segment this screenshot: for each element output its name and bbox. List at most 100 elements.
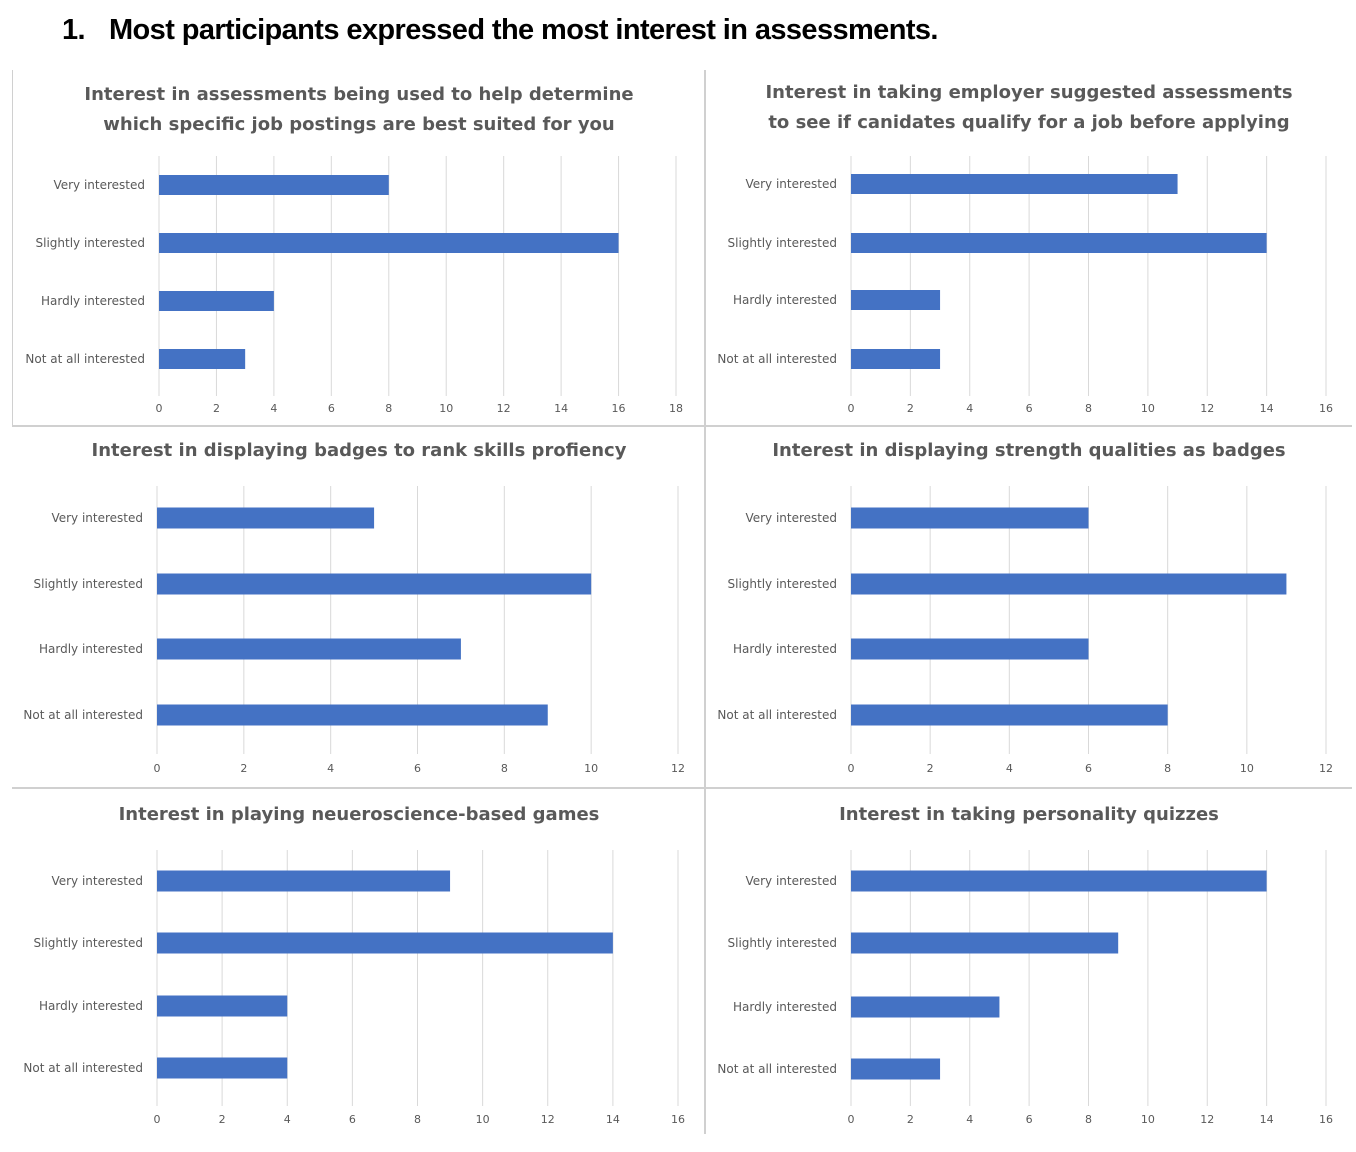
x-tick-label: 10 (1240, 762, 1254, 775)
category-label: Not at all interested (23, 1061, 143, 1075)
x-tick-label: 0 (848, 402, 855, 415)
page-heading: 1. Most participants expressed the most i… (62, 14, 938, 47)
x-tick-label: 6 (1085, 762, 1092, 775)
x-tick-label: 4 (966, 1113, 973, 1126)
x-tick-label: 8 (385, 402, 392, 415)
bar-chart-3: 0 2 4 6 8 10 12 Very interested Slightly interes… (23, 486, 685, 775)
bar (851, 996, 1000, 1018)
x-tick-label: 8 (501, 762, 508, 775)
chart-panel-3: Interest in displaying badges to rank sk… (14, 436, 704, 786)
bar (851, 233, 1267, 253)
chart-title: Interest in displaying badges to rank sk… (91, 440, 627, 461)
x-tick-label: 12 (541, 1113, 555, 1126)
x-tick-label: 2 (907, 402, 914, 415)
x-tick-label: 12 (497, 402, 511, 415)
heading-text: Most participants expressed the most int… (109, 14, 938, 46)
chart-title: Interest in taking personality quizzes (839, 804, 1219, 825)
bar (157, 870, 451, 892)
x-tick-label: 4 (270, 402, 277, 415)
x-tick-label: 8 (414, 1113, 421, 1126)
category-label: Not at all interested (717, 708, 837, 722)
x-tick-label: 16 (1319, 1113, 1333, 1126)
x-tick-label: 0 (848, 1113, 855, 1126)
bar (157, 1057, 288, 1079)
bar (157, 507, 375, 529)
category-label: Hardly interested (41, 294, 145, 308)
x-tick-label: 8 (1164, 762, 1171, 775)
bar (851, 704, 1168, 726)
chart-panel-5: Interest in playing neueroscience-based … (14, 800, 704, 1140)
x-tick-label: 10 (1141, 402, 1155, 415)
category-label: Very interested (745, 874, 837, 888)
bar (851, 870, 1267, 892)
category-label: Slightly interested (34, 577, 144, 591)
category-label: Not at all interested (717, 352, 837, 366)
x-tick-label: 14 (1260, 1113, 1274, 1126)
bar (157, 573, 592, 595)
chart-panel-1: Interest in assessments being used to he… (14, 78, 704, 424)
category-label: Very interested (51, 874, 143, 888)
bar (851, 638, 1089, 660)
x-tick-label: 2 (907, 1113, 914, 1126)
x-tick-label: 6 (1026, 402, 1033, 415)
bar (157, 704, 548, 726)
x-tick-label: 4 (327, 762, 334, 775)
panel-divider-center (704, 70, 706, 1134)
x-tick-label: 4 (966, 402, 973, 415)
chart-panel-6: Interest in taking personality quizzes 0… (706, 800, 1352, 1140)
x-tick-label: 10 (439, 402, 453, 415)
category-label: Slightly interested (728, 236, 838, 250)
bar-chart-5: 0 2 4 6 8 10 12 14 16 Very interested Slightly int… (23, 850, 685, 1126)
category-label: Hardly interested (39, 999, 143, 1013)
x-tick-label: 6 (349, 1113, 356, 1126)
bar (851, 507, 1089, 529)
chart-panel-4: Interest in displaying strength qualitie… (706, 436, 1352, 786)
x-tick-label: 16 (671, 1113, 685, 1126)
x-tick-label: 2 (219, 1113, 226, 1126)
chart-title: Interest in assessments being used to he… (84, 84, 634, 135)
x-tick-label: 16 (1319, 402, 1333, 415)
chart-title: Interest in taking employer suggested as… (765, 82, 1293, 133)
bar (157, 932, 613, 954)
bar-chart-6: 0 2 4 6 8 10 12 14 16 Very interested Slightly int… (717, 850, 1333, 1126)
x-tick-label: 2 (927, 762, 934, 775)
panel-divider-row2 (12, 787, 1352, 789)
bar (851, 1058, 941, 1080)
category-label: Hardly interested (733, 1000, 837, 1014)
category-label: Very interested (53, 178, 145, 192)
bar (159, 233, 619, 253)
x-tick-label: 16 (612, 402, 626, 415)
x-tick-label: 10 (1141, 1113, 1155, 1126)
x-tick-label: 6 (414, 762, 421, 775)
panel-divider-row1 (12, 425, 1352, 427)
category-label: Not at all interested (25, 352, 145, 366)
chart-title: Interest in playing neueroscience-based … (118, 804, 600, 825)
bar (851, 932, 1119, 954)
category-label: Very interested (745, 511, 837, 525)
x-tick-label: 10 (476, 1113, 490, 1126)
x-tick-label: 8 (1085, 402, 1092, 415)
category-label: Not at all interested (23, 708, 143, 722)
bar (851, 174, 1178, 194)
category-label: Not at all interested (717, 1062, 837, 1076)
x-tick-label: 6 (1026, 1113, 1033, 1126)
category-label: Slightly interested (36, 236, 146, 250)
bar-chart-1: 0 2 4 6 8 10 12 14 16 18 Very interested Slightly i… (25, 156, 683, 415)
x-tick-label: 10 (584, 762, 598, 775)
category-label: Hardly interested (733, 293, 837, 307)
bar (851, 573, 1287, 595)
x-tick-label: 14 (554, 402, 568, 415)
category-label: Hardly interested (39, 642, 143, 656)
x-tick-label: 4 (1006, 762, 1013, 775)
bar-chart-2: 0 2 4 6 8 10 12 14 16 Very interested Slightly int… (717, 156, 1333, 415)
bar (159, 291, 274, 311)
category-label: Very interested (745, 177, 837, 191)
category-label: Slightly interested (728, 936, 838, 950)
bar (159, 175, 389, 195)
x-tick-label: 2 (213, 402, 220, 415)
chart-panel-2: Interest in taking employer suggested as… (706, 78, 1352, 424)
x-tick-label: 6 (328, 402, 335, 415)
x-tick-label: 12 (1200, 1113, 1214, 1126)
bar (851, 349, 941, 369)
x-tick-label: 18 (669, 402, 683, 415)
